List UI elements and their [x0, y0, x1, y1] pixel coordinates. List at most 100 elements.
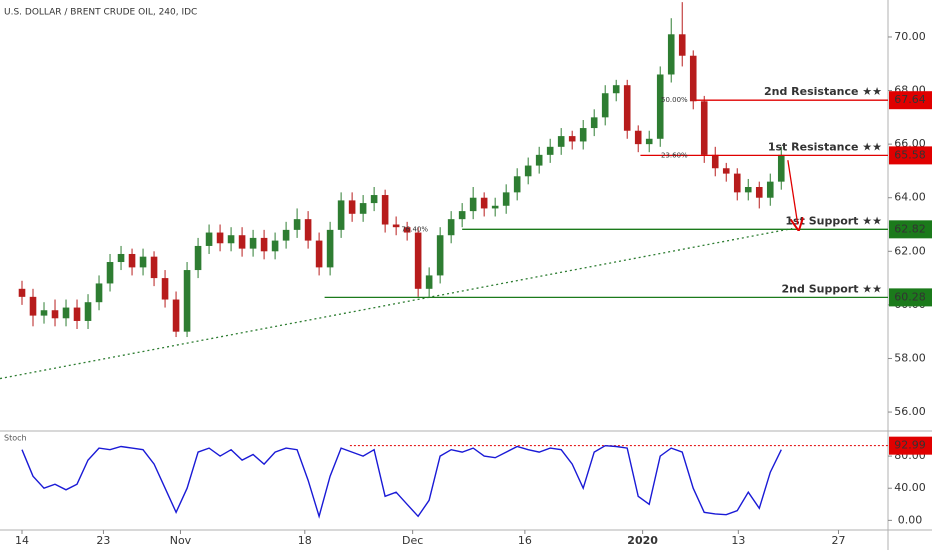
- candle-body: [700, 101, 708, 155]
- level-price-box: [889, 220, 932, 239]
- candle-body: [689, 55, 697, 102]
- candle-body: [359, 203, 367, 214]
- candle-body: [612, 85, 620, 94]
- candle-body: [150, 256, 158, 279]
- candle-body: [271, 240, 279, 252]
- candle-body: [469, 197, 477, 212]
- candle-body: [502, 192, 510, 206]
- chart-title: U.S. DOLLAR / BRENT CRUDE OIL, 240, IDC: [4, 8, 197, 18]
- candle-body: [557, 136, 565, 147]
- candle-body: [513, 176, 521, 193]
- candle-body: [535, 154, 543, 166]
- candle-body: [755, 187, 763, 198]
- fib-label: 23.60%: [661, 151, 688, 159]
- candle-body: [590, 117, 598, 129]
- stoch-level-label: 92.99: [894, 439, 926, 452]
- candle-body: [194, 245, 202, 271]
- candle-body: [447, 219, 455, 236]
- level-price-label: 62.82: [894, 222, 926, 235]
- candle-body: [51, 310, 59, 319]
- x-tick-label: 27: [831, 534, 845, 547]
- candle-body: [84, 302, 92, 321]
- candle-body: [249, 237, 257, 249]
- candle-body: [436, 235, 444, 276]
- candle-body: [205, 232, 213, 246]
- candle-body: [315, 240, 323, 268]
- level-name: 1st Support ★★: [785, 214, 882, 227]
- candle-body: [326, 229, 334, 268]
- candle-body: [95, 283, 103, 303]
- candle-body: [392, 224, 400, 228]
- x-tick-label: Nov: [170, 534, 192, 547]
- level-price-box: [889, 91, 932, 110]
- candle-body: [645, 138, 653, 145]
- trendline: [0, 227, 793, 380]
- candle-body: [139, 256, 147, 268]
- level-price-box: [889, 146, 932, 165]
- y-tick-label: 58.00: [894, 351, 926, 364]
- y-tick-label: 40.00: [894, 481, 926, 494]
- arrow: [787, 160, 798, 224]
- candle-body: [744, 187, 752, 193]
- candle-body: [678, 34, 686, 56]
- candle-body: [282, 229, 290, 241]
- level-price-box: [889, 288, 932, 307]
- candle-body: [161, 278, 169, 300]
- candle-body: [491, 205, 499, 209]
- candle-body: [348, 200, 356, 214]
- candle-body: [579, 128, 587, 142]
- level-price-label: 67.64: [894, 93, 926, 106]
- candle-body: [403, 227, 411, 233]
- candle-body: [238, 235, 246, 249]
- candle-body: [733, 173, 741, 193]
- level-name: 2nd Support ★★: [782, 282, 883, 295]
- candle-body: [766, 181, 774, 198]
- stoch-level-box: [889, 436, 932, 455]
- candle-body: [128, 253, 136, 268]
- y-tick-label: 70.00: [894, 30, 926, 43]
- fib-label: 50.00%: [661, 96, 688, 104]
- candle-body: [29, 296, 37, 316]
- y-tick-label: 64.00: [894, 191, 926, 204]
- candle-body: [601, 93, 609, 118]
- stoch-line: [21, 444, 782, 519]
- y-tick-label: 56.00: [894, 405, 926, 418]
- candle-body: [370, 195, 378, 204]
- candle-body: [711, 154, 719, 169]
- level-price-label: 60.28: [894, 290, 926, 303]
- x-tick-label: 14: [15, 534, 29, 547]
- x-tick-label: Dec: [402, 534, 423, 547]
- stoch-label: Stoch: [4, 434, 27, 443]
- candle-body: [227, 235, 235, 244]
- candle-body: [62, 307, 70, 319]
- candle-body: [381, 195, 389, 225]
- candle-body: [414, 232, 422, 289]
- x-tick-label: 2020: [627, 534, 658, 547]
- candle-body: [18, 288, 26, 297]
- level-price-label: 65.58: [894, 148, 926, 161]
- candle-body: [293, 219, 301, 230]
- candle-body: [172, 299, 180, 332]
- candle-body: [458, 211, 466, 220]
- fib-label: 76.40%: [401, 225, 428, 233]
- candle-body: [656, 74, 664, 139]
- candle-body: [667, 34, 675, 75]
- candle-body: [634, 130, 642, 145]
- candle-body: [425, 275, 433, 289]
- candle-body: [117, 253, 125, 263]
- y-tick-label: 0.00: [898, 513, 923, 526]
- candle-body: [106, 262, 114, 284]
- x-tick-label: 18: [298, 534, 312, 547]
- level-name: 1st Resistance ★★: [768, 140, 882, 153]
- candle-body: [524, 165, 532, 177]
- candle-body: [183, 270, 191, 332]
- level-name: 2nd Resistance ★★: [764, 85, 882, 98]
- candle-body: [40, 310, 48, 316]
- y-tick-label: 62.00: [894, 244, 926, 257]
- candle-body: [722, 168, 730, 174]
- candle-body: [73, 307, 81, 321]
- candle-body: [216, 232, 224, 244]
- candle-body: [260, 237, 268, 252]
- candle-body: [337, 200, 345, 230]
